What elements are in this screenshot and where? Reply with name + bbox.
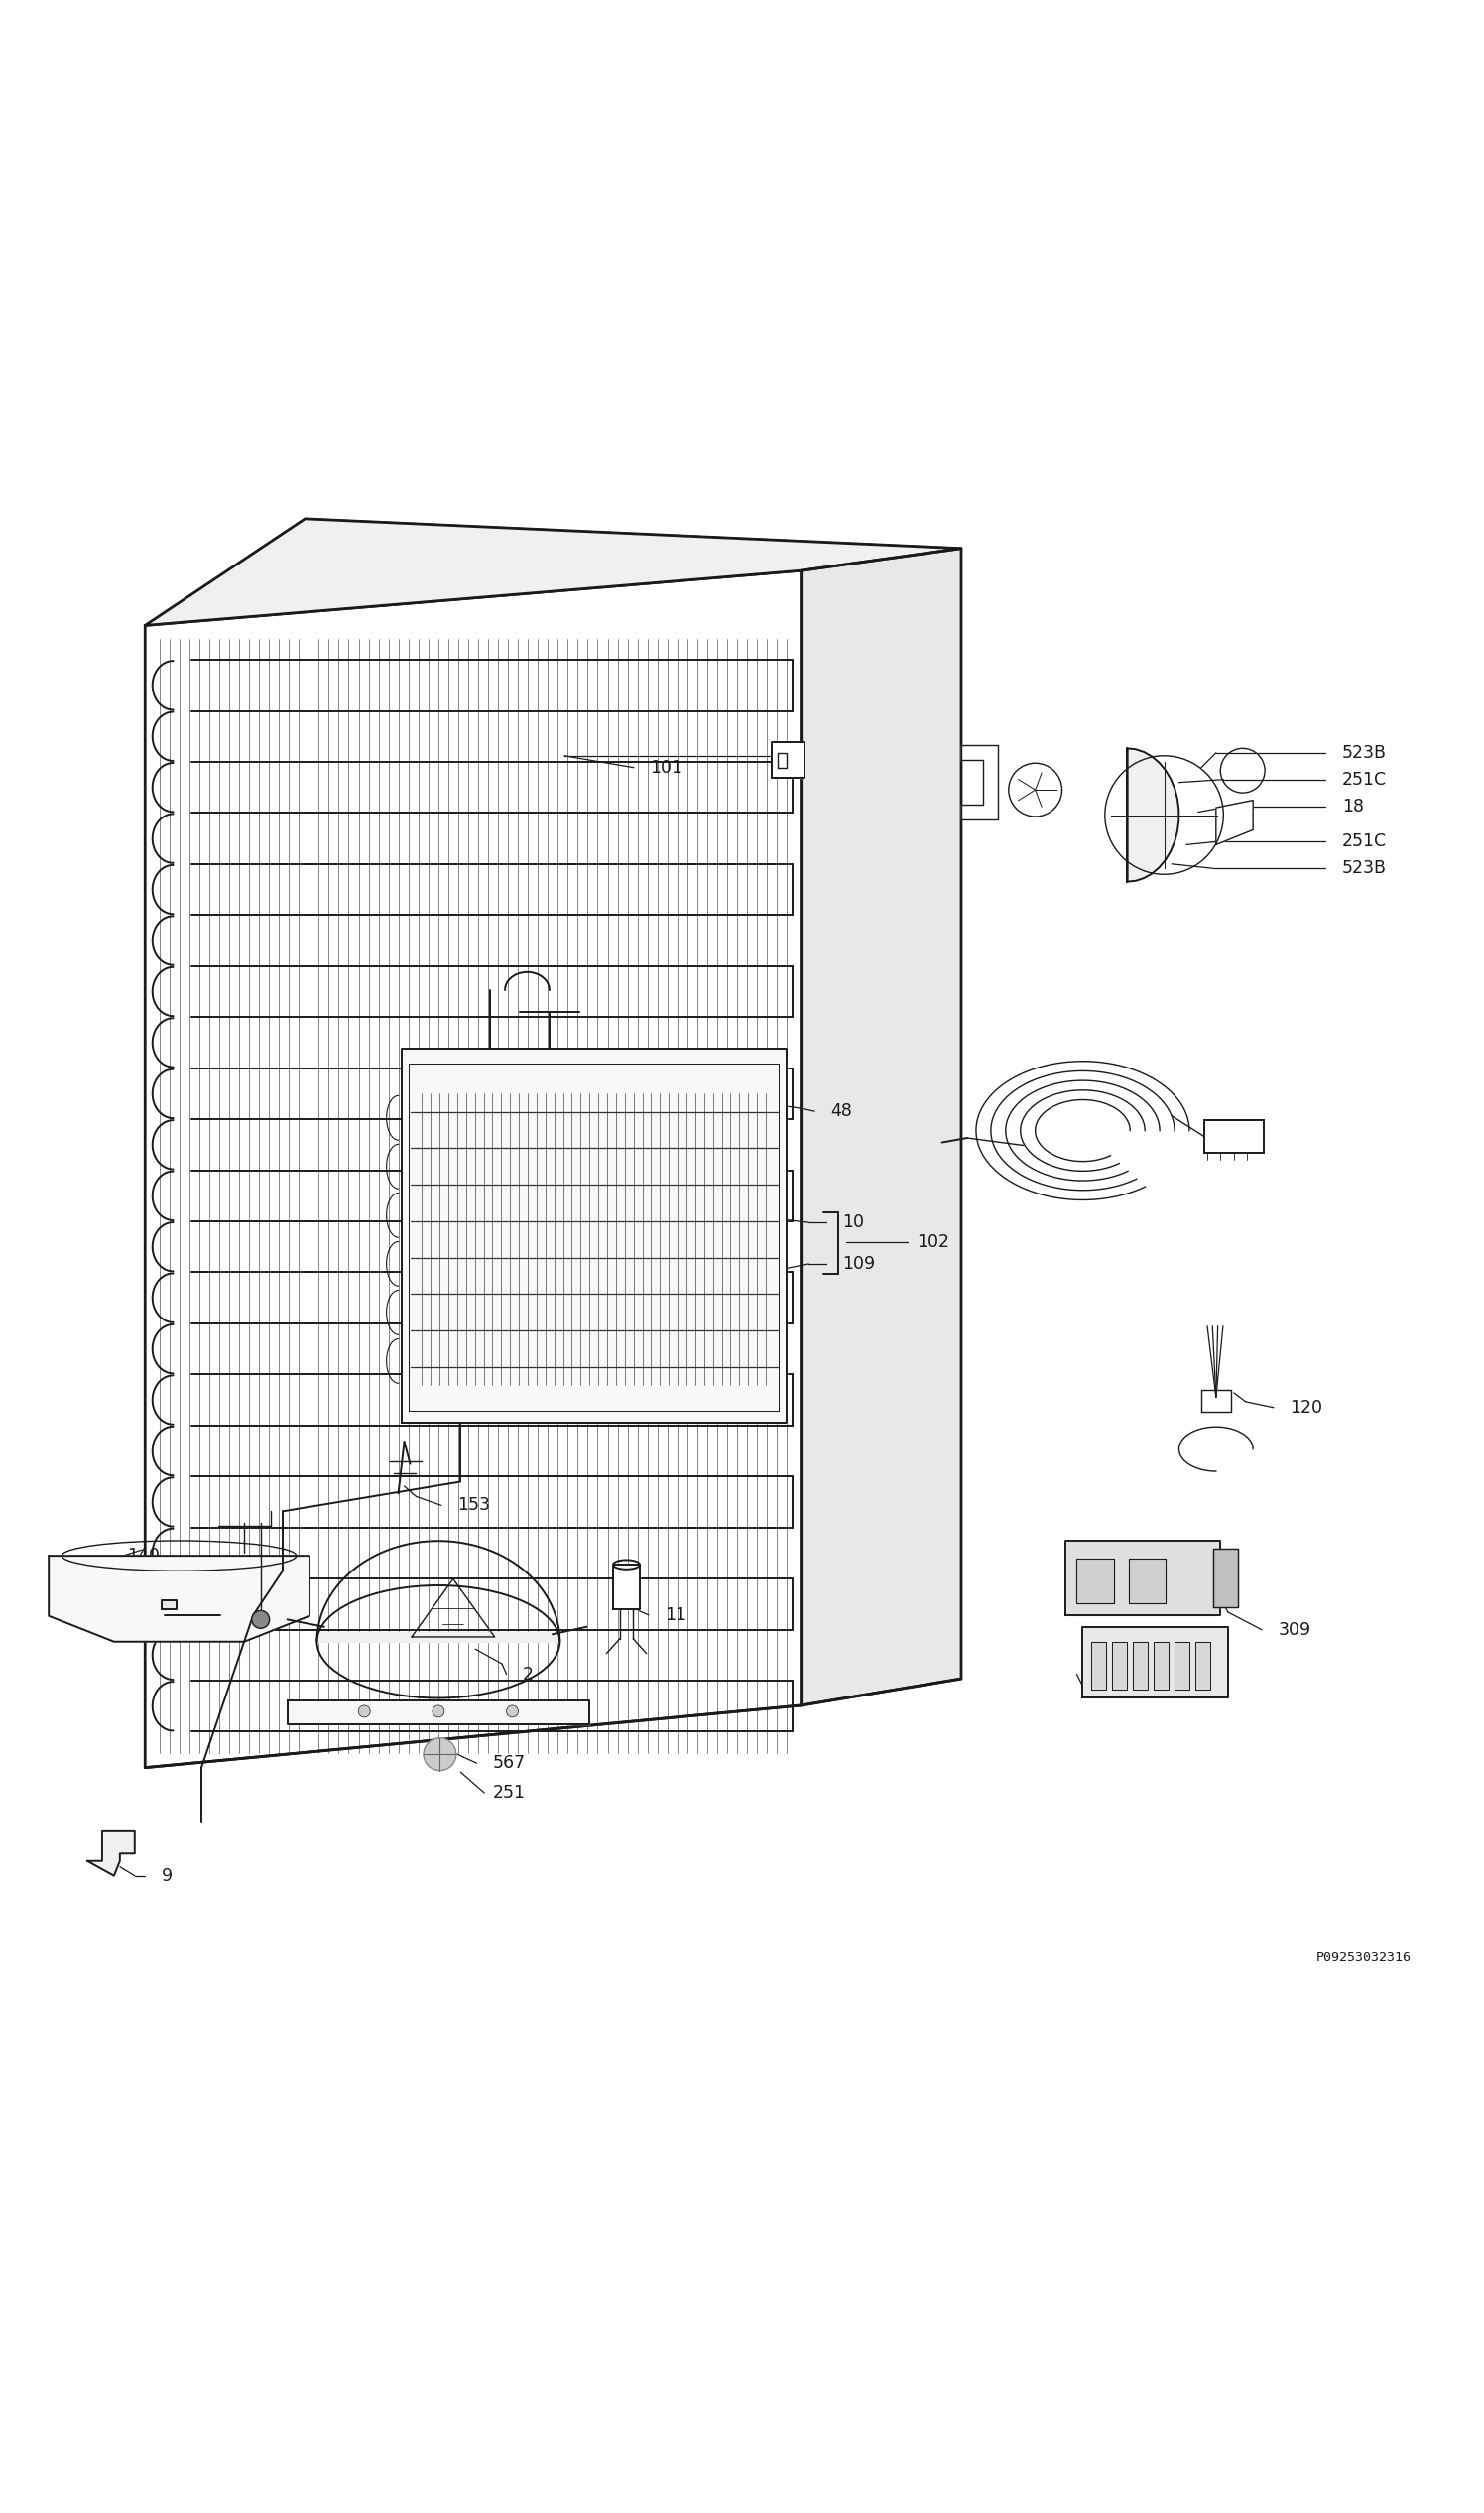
Polygon shape — [1083, 1626, 1227, 1699]
Polygon shape — [1077, 1558, 1114, 1603]
Polygon shape — [1128, 749, 1178, 882]
Polygon shape — [1113, 1641, 1128, 1689]
Polygon shape — [1201, 1390, 1230, 1412]
Polygon shape — [1129, 1558, 1165, 1603]
Text: 251: 251 — [493, 1784, 525, 1802]
Circle shape — [358, 1706, 370, 1716]
Text: 309: 309 — [1278, 1621, 1310, 1638]
Text: 523B: 523B — [1342, 859, 1386, 877]
Polygon shape — [772, 741, 804, 779]
Polygon shape — [145, 518, 962, 626]
Text: 102: 102 — [917, 1234, 950, 1251]
Circle shape — [423, 1739, 456, 1772]
Polygon shape — [145, 570, 801, 1767]
Polygon shape — [162, 1601, 177, 1608]
Text: 11: 11 — [665, 1606, 687, 1623]
Polygon shape — [1215, 799, 1252, 844]
Text: 567: 567 — [493, 1754, 525, 1772]
Polygon shape — [288, 1701, 589, 1724]
Text: 48: 48 — [831, 1103, 853, 1121]
Polygon shape — [613, 1566, 640, 1608]
Text: 109: 109 — [843, 1254, 876, 1274]
Polygon shape — [401, 1048, 787, 1422]
Polygon shape — [1092, 1641, 1107, 1689]
Polygon shape — [801, 548, 962, 1706]
Text: 2: 2 — [522, 1666, 534, 1684]
Text: 110: 110 — [177, 1616, 209, 1633]
Polygon shape — [1153, 1641, 1168, 1689]
Polygon shape — [1212, 1548, 1238, 1608]
Text: P09253032316: P09253032316 — [1316, 1953, 1411, 1965]
Circle shape — [252, 1611, 270, 1628]
Text: 153: 153 — [457, 1495, 490, 1515]
Text: 140: 140 — [128, 1548, 160, 1566]
Text: 10: 10 — [843, 1214, 865, 1231]
Circle shape — [432, 1706, 444, 1716]
Polygon shape — [1066, 1540, 1220, 1616]
Polygon shape — [1134, 1641, 1147, 1689]
Circle shape — [506, 1706, 518, 1716]
Polygon shape — [49, 1556, 310, 1641]
Text: 251C: 251C — [1342, 832, 1386, 849]
Text: 9: 9 — [162, 1867, 172, 1885]
Polygon shape — [88, 1832, 135, 1875]
Text: 18: 18 — [1342, 797, 1364, 814]
Text: 120: 120 — [1290, 1400, 1322, 1417]
Polygon shape — [962, 746, 999, 819]
Text: 101: 101 — [650, 759, 683, 777]
Polygon shape — [1174, 1641, 1189, 1689]
Polygon shape — [306, 518, 962, 1679]
Text: 251C: 251C — [1342, 771, 1386, 789]
Text: 37: 37 — [1110, 1681, 1131, 1699]
Polygon shape — [1195, 1641, 1209, 1689]
Text: 523B: 523B — [1342, 744, 1386, 761]
Bar — [1204, 1121, 1263, 1153]
